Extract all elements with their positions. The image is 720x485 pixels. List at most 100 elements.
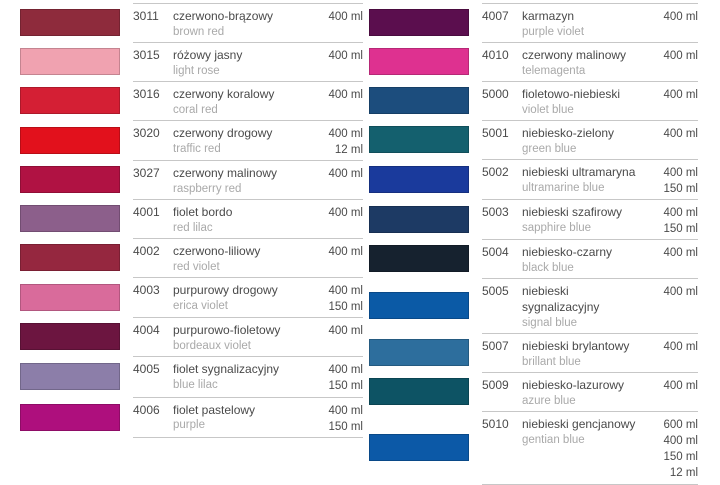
color-swatch xyxy=(20,323,120,351)
volume-label: 12 ml xyxy=(334,144,363,157)
color-info: 3011 czerwono-brązowy brown red 400 ml xyxy=(133,3,363,42)
volume-label: 400 ml xyxy=(328,128,363,140)
color-name-en: red lilac xyxy=(173,222,213,235)
color-info: 4001 fiolet bordo red lilac 400 ml xyxy=(133,199,363,238)
color-row: 5005 niebieski sygnalizacyjny signal blu… xyxy=(369,278,698,333)
volume-label: 400 ml xyxy=(663,50,698,62)
color-name-pl: czerwono-brązowy xyxy=(173,9,274,23)
color-info: 5005 niebieski sygnalizacyjny signal blu… xyxy=(482,278,698,333)
swatch-cell xyxy=(20,199,120,238)
color-name-en: raspberry red xyxy=(173,183,242,196)
color-row: 3011 czerwono-brązowy brown red 400 ml xyxy=(20,3,363,42)
color-info: 5000 fioletowo-niebieski violet blue 400… xyxy=(482,81,698,120)
swatch-cell xyxy=(20,277,120,317)
volume-list: 400 ml xyxy=(646,9,698,25)
color-names: purpurowo-fioletowy bordeaux violet xyxy=(173,323,311,354)
color-name-pl: fiolet bordo xyxy=(173,205,233,220)
volume-list: 400 ml xyxy=(311,244,363,260)
volume-list: 400 ml 150 ml xyxy=(311,403,363,435)
color-code: 5003 xyxy=(482,205,509,220)
volume-label: 600 ml xyxy=(663,419,698,432)
volume-label: 150 ml xyxy=(328,380,363,393)
volume-label: 400 ml xyxy=(663,89,698,101)
color-swatch xyxy=(369,339,469,367)
volume-list: 400 ml 150 ml xyxy=(311,362,363,394)
color-names: różowy jasny light rose xyxy=(173,48,311,79)
volume-label: 400 ml xyxy=(328,285,363,298)
swatch-cell xyxy=(369,411,469,484)
color-code: 3016 xyxy=(133,87,160,101)
color-swatch xyxy=(369,378,469,406)
swatch-cell xyxy=(20,397,120,438)
swatch-cell xyxy=(369,372,469,411)
color-info: 4007 karmazyn purple violet 400 ml xyxy=(482,3,698,42)
color-info: 3020 czerwony drogowy traffic red 400 ml… xyxy=(133,120,363,160)
color-code: 4002 xyxy=(133,244,160,259)
color-names: niebiesko-lazurowy azure blue xyxy=(522,378,646,409)
volume-list: 400 ml xyxy=(311,87,363,103)
color-row: 5004 niebiesko-czarny black blue 400 ml xyxy=(369,239,698,278)
volume-label: 400 ml xyxy=(663,435,698,448)
swatch-cell xyxy=(20,317,120,356)
color-names: niebiesko-czarny black blue xyxy=(522,245,646,276)
color-name-pl: różowy jasny xyxy=(173,48,243,62)
volume-list: 400 ml 150 ml xyxy=(646,165,698,197)
color-name-pl: czerwony drogowy xyxy=(173,126,273,140)
swatch-cell xyxy=(369,120,469,159)
color-names: karmazyn purple violet xyxy=(522,9,646,40)
color-code: 5002 xyxy=(482,165,509,179)
color-code: 5004 xyxy=(482,245,509,260)
color-row: 5007 niebieski brylantowy brillant blue … xyxy=(369,333,698,372)
catalog-column-left: 3011 czerwono-brązowy brown red 400 ml 3… xyxy=(20,3,363,485)
color-row: 5003 niebieski szafirowy sapphire blue 4… xyxy=(369,199,698,239)
color-name-en: brillant blue xyxy=(522,356,581,369)
swatch-cell xyxy=(369,3,469,42)
color-code: 3020 xyxy=(133,126,160,140)
color-row: 3027 czerwony malinowy raspberry red 400… xyxy=(20,160,363,199)
swatch-cell xyxy=(369,239,469,278)
color-name-pl: niebieski sygnalizacyjny xyxy=(522,284,600,315)
volume-label: 400 ml xyxy=(328,207,363,220)
color-name-pl: niebieski szafirowy xyxy=(522,205,623,220)
color-name-en: gentian blue xyxy=(522,434,585,447)
color-code: 4010 xyxy=(482,48,509,62)
color-name-en: erica violet xyxy=(173,300,228,313)
color-swatch xyxy=(369,434,469,462)
color-code: 3027 xyxy=(133,166,160,181)
color-code: 5010 xyxy=(482,417,509,432)
color-row: 4003 purpurowy drogowy erica violet 400 … xyxy=(20,277,363,317)
color-name-en: violet blue xyxy=(522,103,574,116)
color-swatch xyxy=(20,283,120,311)
color-swatch xyxy=(369,126,469,153)
color-info: 4005 fiolet sygnalizacyjny blue lilac 40… xyxy=(133,356,363,396)
volume-label: 400 ml xyxy=(328,50,363,62)
color-row: 5000 fioletowo-niebieski violet blue 400… xyxy=(369,81,698,120)
volume-list: 400 ml xyxy=(646,245,698,261)
color-names: fioletowo-niebieski violet blue xyxy=(522,87,646,118)
color-row: 4006 fiolet pastelowy purple 400 ml 150 m… xyxy=(20,396,363,438)
swatch-cell xyxy=(369,159,469,199)
volume-list: 400 ml xyxy=(646,378,698,394)
volume-list: 400 ml xyxy=(646,284,698,300)
volume-label: 400 ml xyxy=(663,286,698,299)
volume-label: 400 ml xyxy=(328,364,363,377)
color-swatch xyxy=(20,205,120,233)
color-names: purpurowy drogowy erica violet xyxy=(173,283,311,314)
color-name-pl: czerwony malinowy xyxy=(522,48,627,62)
color-name-en: light rose xyxy=(173,64,220,77)
color-name-pl: fioletowo-niebieski xyxy=(522,87,621,101)
color-names: fiolet pastelowy purple xyxy=(173,403,311,434)
color-code: 4004 xyxy=(133,323,160,338)
color-code: 4006 xyxy=(133,402,160,417)
volume-label: 400 ml xyxy=(328,11,363,23)
volume-label: 400 ml xyxy=(328,168,363,181)
color-name-pl: niebieski gencjanowy xyxy=(522,417,636,432)
color-names: niebieski ultramaryna ultramarine blue xyxy=(522,165,646,196)
volume-list: 600 ml 400 ml 150 ml 12 ml xyxy=(646,417,698,481)
color-names: niebieski szafirowy sapphire blue xyxy=(522,205,646,236)
color-name-en: ultramarine blue xyxy=(522,181,605,194)
color-code: 4003 xyxy=(133,283,160,298)
color-name-pl: niebiesko-zielony xyxy=(522,126,615,140)
swatch-cell xyxy=(20,3,120,42)
